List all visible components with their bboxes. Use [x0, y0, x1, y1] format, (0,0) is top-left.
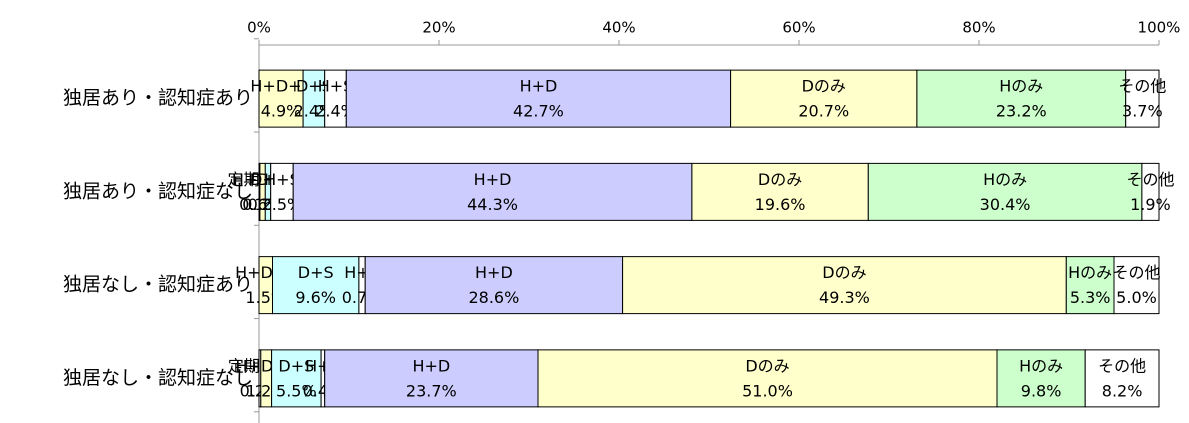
data-label: 20.7%	[798, 102, 849, 121]
data-label: 23.2%	[996, 102, 1047, 121]
bar-segment	[1141, 162, 1160, 221]
x-tick-label: 40%	[602, 19, 635, 37]
data-label: 23.7%	[406, 381, 457, 400]
data-label: 49.3%	[819, 288, 870, 307]
data-label: 4.9%	[261, 102, 302, 121]
data-label: 5.3%	[1070, 288, 1111, 307]
segment-name: その他	[1112, 263, 1160, 282]
data-label: 9.6%	[295, 288, 336, 307]
data-label: 19.6%	[755, 195, 806, 214]
segment-name: その他	[1118, 77, 1166, 96]
data-label: 8.2%	[1102, 381, 1143, 400]
data-label: 3.7%	[1122, 102, 1163, 121]
bar-segment	[996, 349, 1086, 408]
bar-segment	[272, 256, 360, 315]
category-label: 独居あり・認知症なし	[63, 180, 253, 202]
segment-name: D+S	[296, 77, 332, 96]
data-label: 44.3%	[467, 195, 518, 214]
segment-name: H+D	[520, 77, 558, 96]
bar-segment	[1065, 256, 1115, 315]
segment-name: Hのみ	[999, 77, 1043, 96]
data-label: 5.5%	[276, 381, 317, 400]
segment-name: Hのみ	[1068, 263, 1112, 282]
bar-segment	[537, 349, 998, 408]
x-tick-label: 60%	[782, 19, 815, 37]
segment-name: H+D	[474, 170, 512, 189]
bar-segment	[292, 162, 693, 221]
segment-name: その他	[1098, 356, 1146, 375]
segment-name: Dのみ	[745, 356, 789, 375]
bar-segment	[271, 349, 322, 408]
data-label: 30.4%	[980, 195, 1031, 214]
segment-name: Dのみ	[758, 170, 802, 189]
bar-segment	[691, 162, 869, 221]
bar-segment	[1125, 69, 1160, 128]
data-label: 51.0%	[742, 381, 793, 400]
bar-segment	[867, 162, 1143, 221]
bar-segment	[1113, 256, 1160, 315]
data-label: 2.5%	[262, 195, 303, 214]
bar-segment	[730, 69, 918, 128]
x-tick-label: 80%	[962, 19, 995, 37]
segment-name: Dのみ	[802, 77, 846, 96]
data-label: 1.9%	[1130, 195, 1171, 214]
x-tick-label: 100%	[1138, 19, 1181, 37]
x-tick-label: 20%	[422, 19, 455, 37]
segment-name: Hのみ	[1019, 356, 1063, 375]
category-label: 独居なし・認知症あり	[63, 274, 253, 296]
segment-name: Hのみ	[983, 170, 1027, 189]
bar-segment	[364, 256, 624, 315]
data-label: 2.4%	[294, 102, 335, 121]
data-label: 2.4%	[315, 102, 356, 121]
data-label: 42.7%	[513, 102, 564, 121]
category-label: 独居あり・認知症あり	[63, 87, 253, 109]
segment-name: D+S	[278, 356, 314, 375]
segment-name: H+D+S	[250, 77, 311, 96]
x-tick-label: 0%	[247, 19, 271, 37]
category-label: 独居なし・認知症なし	[63, 367, 253, 389]
segment-name: Dのみ	[822, 263, 866, 282]
segment-name: H+D	[412, 356, 450, 375]
bar-segment	[916, 69, 1127, 128]
bar-segment	[345, 69, 732, 128]
segment-name: H+D	[475, 263, 513, 282]
segment-name: H+S	[318, 77, 354, 96]
bar-segment	[622, 256, 1067, 315]
data-label: 28.6%	[468, 288, 519, 307]
bar-segment	[1084, 349, 1160, 408]
data-label: 5.0%	[1116, 288, 1157, 307]
segment-name: H+S	[264, 170, 300, 189]
segment-name: その他	[1126, 170, 1174, 189]
segment-name: D+S	[298, 263, 334, 282]
data-label: 9.8%	[1021, 381, 1062, 400]
